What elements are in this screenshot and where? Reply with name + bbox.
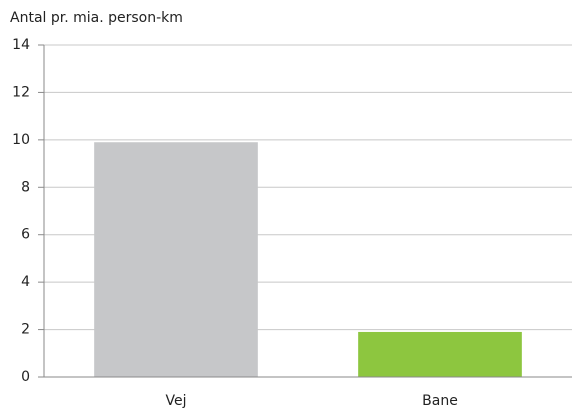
y-tick-label: 10 (12, 132, 30, 148)
y-tick-label: 8 (21, 179, 30, 195)
bar (358, 331, 522, 377)
y-tick-label: 12 (12, 84, 30, 100)
bar (94, 142, 258, 377)
y-tick-label: 6 (21, 227, 30, 243)
y-tick-label: 2 (21, 322, 30, 338)
y-tick-label: 0 (21, 369, 30, 385)
y-axis-label: Antal pr. mia. person-km (10, 10, 183, 26)
y-tick-label: 14 (12, 37, 30, 53)
y-tick-label: 4 (21, 274, 30, 290)
x-tick-label: Bane (422, 393, 458, 409)
x-tick-label: Vej (166, 393, 187, 409)
